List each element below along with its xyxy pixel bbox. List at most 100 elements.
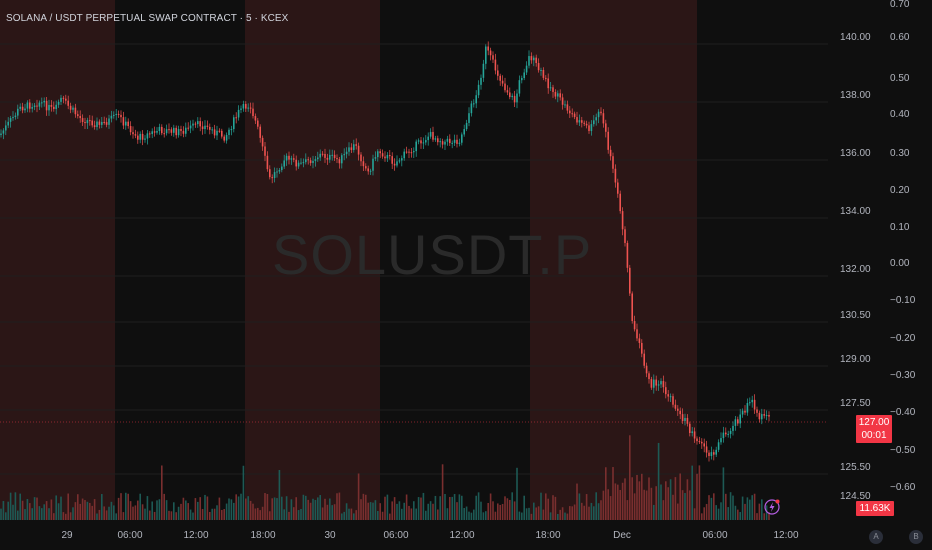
candle-body — [746, 402, 749, 413]
volume-bar — [708, 495, 710, 520]
volume-bar — [518, 511, 521, 520]
candle-body — [381, 153, 384, 157]
volume-bar — [720, 502, 722, 520]
auto-scale-button[interactable]: A — [869, 530, 883, 544]
candle-body — [461, 134, 463, 143]
candle-body — [633, 321, 636, 330]
volume-bar — [638, 481, 641, 520]
candle-body — [213, 129, 216, 136]
volume-bar — [276, 498, 278, 520]
candle-body — [549, 87, 552, 89]
candle-body — [684, 417, 686, 421]
candle-body — [451, 142, 453, 144]
volume-bar — [108, 506, 110, 520]
volume-bar — [437, 509, 439, 520]
volume-bar — [425, 510, 427, 520]
volume-bar — [197, 501, 199, 520]
volume-bar — [230, 499, 233, 520]
candle-body — [403, 151, 405, 159]
volume-bar — [504, 496, 506, 520]
volume-bar — [206, 496, 209, 520]
candle-body — [720, 438, 722, 443]
candle-body — [273, 172, 276, 179]
candle-body — [501, 80, 504, 84]
volume-bar — [657, 442, 660, 520]
volume-bar — [139, 493, 141, 520]
candle-body — [513, 95, 516, 103]
volume-bar — [290, 499, 293, 520]
candle-body — [336, 158, 338, 160]
candle-body — [725, 432, 727, 435]
volume-bar — [331, 505, 333, 520]
candle-body — [50, 105, 53, 107]
time-axis[interactable]: 29 06:00 12:00 18:00 30 06:00 12:00 18:0… — [0, 520, 932, 550]
volume-bar — [753, 493, 756, 520]
candle-body — [427, 136, 429, 141]
volume-bar — [737, 509, 739, 520]
volume-bar — [384, 496, 386, 520]
volume-bar — [86, 501, 89, 520]
volume-bar — [245, 498, 247, 520]
candle-body — [288, 155, 290, 160]
volume-bar — [338, 492, 341, 520]
volume-bar — [681, 490, 684, 520]
volume-bar — [353, 513, 355, 520]
candle-body — [677, 408, 679, 411]
candle-body — [185, 127, 187, 134]
candle-body — [17, 108, 19, 116]
volume-bar — [180, 503, 182, 520]
volume-bar — [473, 509, 475, 520]
candlestick-chart[interactable] — [0, 0, 828, 520]
volume-bar — [285, 496, 288, 520]
time-tick: 18:00 — [250, 530, 276, 541]
volume-bar — [115, 513, 117, 520]
candle-body — [763, 414, 765, 416]
lightning-bolt-icon[interactable] — [764, 499, 780, 515]
candle-body — [168, 129, 170, 131]
candle-body — [425, 140, 427, 143]
volume-bar — [401, 508, 403, 520]
candle-body — [595, 117, 597, 121]
volume-bar — [187, 503, 189, 520]
log-scale-button[interactable]: B — [909, 530, 923, 544]
candle-body — [101, 121, 103, 125]
session-band — [245, 0, 380, 520]
candle-body — [705, 446, 708, 453]
volume-bar — [444, 493, 446, 520]
price-axis[interactable]: 140.00 138.00 136.00 134.00 132.00 130.5… — [828, 0, 932, 520]
volume-bar — [77, 494, 79, 520]
candle-body — [739, 414, 741, 424]
candle-body — [161, 126, 163, 134]
volume-bar — [324, 498, 326, 520]
volume-bar — [9, 492, 12, 520]
volume-bar — [597, 503, 600, 520]
volume-bar — [19, 493, 21, 520]
candle-body — [537, 63, 540, 71]
candle-body — [115, 113, 117, 115]
chart-pane[interactable]: SOLANA / USDT PERPETUAL SWAP CONTRACT · … — [0, 0, 828, 520]
candle-body — [86, 120, 89, 124]
candle-body — [710, 452, 713, 457]
candle-body — [266, 155, 269, 170]
volume-bar — [636, 474, 638, 520]
volume-bar — [499, 504, 501, 520]
candle-body — [225, 135, 228, 141]
volume-bar — [247, 496, 249, 520]
candle-body — [309, 160, 312, 164]
candle-body — [693, 431, 696, 439]
volume-bar — [741, 496, 744, 520]
candle-body — [516, 93, 518, 103]
volume-bar — [465, 506, 468, 520]
volume-bar — [734, 505, 737, 520]
candle-body — [662, 381, 665, 388]
volume-bar — [763, 513, 765, 520]
volume-bar — [405, 494, 408, 520]
candle-body — [396, 161, 398, 166]
volume-bar — [89, 502, 91, 520]
volume-bar — [542, 509, 545, 520]
price-tick: 127.50 — [840, 398, 871, 409]
time-tick: 06:00 — [383, 530, 409, 541]
candle-body — [722, 432, 725, 439]
volume-bar — [225, 503, 228, 520]
volume-bar — [91, 505, 93, 520]
